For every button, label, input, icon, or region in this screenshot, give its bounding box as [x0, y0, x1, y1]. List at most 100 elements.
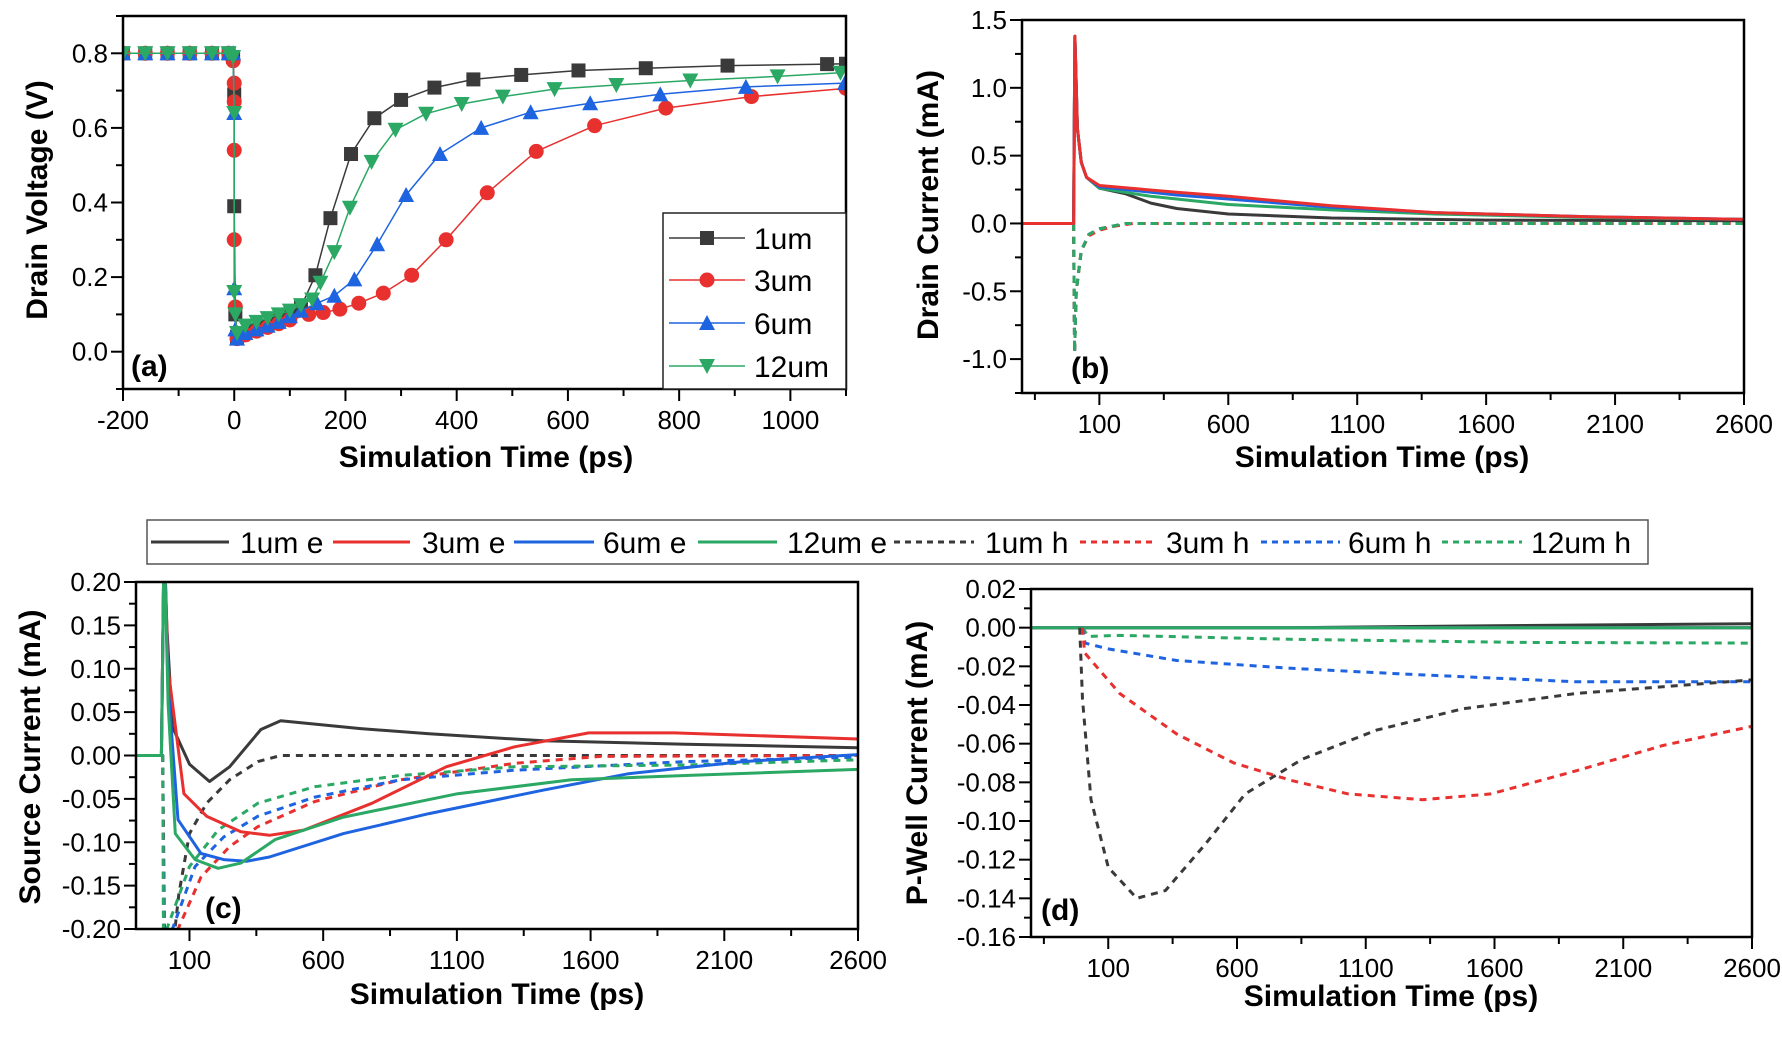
data-point-12um [387, 122, 404, 138]
data-point-3um [658, 100, 674, 116]
data-point-12um [123, 46, 131, 62]
legend-item: 12um e [698, 527, 887, 560]
x-tick-label: 600 [1207, 409, 1250, 439]
legend-label: 3um h [1166, 527, 1249, 560]
y-tick-label: -0.20 [62, 914, 121, 944]
legend-label: 6um [754, 308, 812, 341]
y-tick-label: -0.06 [957, 729, 1016, 759]
legend-marker [699, 359, 715, 374]
y-tick-label: -0.14 [957, 883, 1016, 913]
data-point-1um [839, 56, 846, 71]
series-line-3um-h [1022, 222, 1744, 354]
series-line-12um-h [1022, 222, 1744, 354]
legend-item: 1um e [151, 527, 323, 560]
x-tick-label: 1100 [1329, 409, 1385, 439]
x-axis-title: Simulation Time (ps) [1244, 980, 1538, 1013]
series-line-3um-h [136, 754, 858, 929]
legend-label: 1um h [985, 527, 1068, 560]
series-line-3um-e [1022, 34, 1744, 225]
legend-label: 3um [754, 265, 812, 298]
data-point-1um [466, 72, 481, 87]
legend-label: 12um h [1531, 527, 1631, 560]
x-tick-label: 1600 [562, 945, 620, 975]
data-point-12um [281, 303, 298, 319]
data-point-12um [326, 245, 343, 261]
panel-label: (d) [1041, 894, 1079, 927]
legend-label: 3um e [422, 527, 505, 560]
data-point-12um [312, 275, 329, 291]
y-tick-label: 1.0 [971, 73, 1007, 103]
y-tick-label: 0.8 [72, 38, 108, 68]
data-point-6um [369, 236, 386, 252]
data-point-6um [522, 104, 539, 120]
series-line-12um-h [136, 754, 858, 929]
y-tick-label: -0.02 [957, 651, 1016, 681]
data-point-12um [608, 78, 625, 94]
legend-label: 6um h [1348, 527, 1431, 560]
series-line-1um-e [136, 582, 858, 783]
data-point-12um [418, 106, 435, 122]
x-tick-label: 600 [301, 945, 344, 975]
y-axis-title: Drain Current (mA) [912, 70, 945, 340]
legend-item: 1um h [894, 527, 1068, 560]
legend-item: 6um h [1261, 527, 1431, 560]
y-tick-label: -0.15 [62, 871, 121, 901]
legend-label: 1um e [240, 527, 323, 560]
legend-item: 3um h [1080, 527, 1249, 560]
data-point-12um [237, 318, 254, 334]
series-line-1um-e [1022, 34, 1744, 225]
y-tick-label: 0.2 [72, 262, 108, 292]
data-point-12um [181, 46, 198, 62]
x-tick-label: 1100 [429, 945, 485, 975]
series-line-3um-h [1081, 627, 1752, 802]
y-tick-label: 0.05 [70, 697, 121, 727]
x-tick-label: 2600 [829, 945, 887, 975]
x-axis-title: Simulation Time (ps) [339, 441, 633, 474]
panel-b: 100 600 1100 1600 2100 2600 -1.0 -0.5 0.0 0.5 1.0 1… [912, 5, 1773, 474]
series-line-1um-h [136, 754, 858, 929]
y-tick-label: -1.0 [962, 344, 1007, 374]
x-tick-label: 1000 [761, 405, 819, 435]
data-point-1um [323, 211, 338, 226]
y-tick-label: 0.02 [965, 574, 1016, 604]
x-tick-label: 1600 [1466, 953, 1524, 983]
data-point-1um [344, 147, 359, 162]
legend-frame [662, 212, 847, 390]
y-tick-label: 0.20 [70, 567, 121, 597]
plot-area [1022, 34, 1744, 354]
data-point-6um [582, 95, 599, 111]
data-point-12um [494, 89, 511, 105]
legend-marker [700, 231, 714, 245]
legend-item: 12um h [1442, 527, 1631, 560]
plot-area [136, 582, 858, 929]
y-tick-label: -0.16 [957, 922, 1016, 952]
y-tick-label: -0.04 [957, 690, 1016, 720]
y-axis-title: Drain Voltage (V) [21, 80, 54, 319]
data-point-12um [304, 292, 321, 308]
data-point-3um [351, 295, 367, 311]
data-point-6um [326, 287, 343, 303]
data-point-1um [514, 67, 529, 82]
legend-label: 12um e [787, 527, 887, 560]
legend-label: 6um e [603, 527, 686, 560]
panel-d: 100 600 1100 1600 2100 2600 -0.16 -0.14 -0.12 -0.… [901, 574, 1781, 1013]
x-tick-label: 100 [1078, 409, 1121, 439]
x-tick-label: 600 [1215, 953, 1258, 983]
data-point-12um [259, 311, 276, 327]
legend-item-3um: 3um [669, 265, 812, 298]
x-tick-label: 2100 [1586, 409, 1644, 439]
y-axis-title: Source Current (mA) [14, 609, 47, 904]
legend-item: 3um e [333, 527, 505, 560]
data-point-6um [473, 119, 490, 135]
y-tick-label: 0.0 [971, 208, 1007, 238]
data-point-6um [398, 187, 415, 203]
data-point-6um [737, 78, 754, 94]
data-point-6um [836, 75, 846, 91]
x-tick-label: -200 [97, 405, 149, 435]
series-line-1um-h [1022, 222, 1744, 354]
legend-item-1um: 1um [669, 223, 812, 256]
data-point-3um [332, 301, 348, 317]
data-point-6um [346, 271, 363, 287]
y-tick-label: 0.0 [72, 337, 108, 367]
